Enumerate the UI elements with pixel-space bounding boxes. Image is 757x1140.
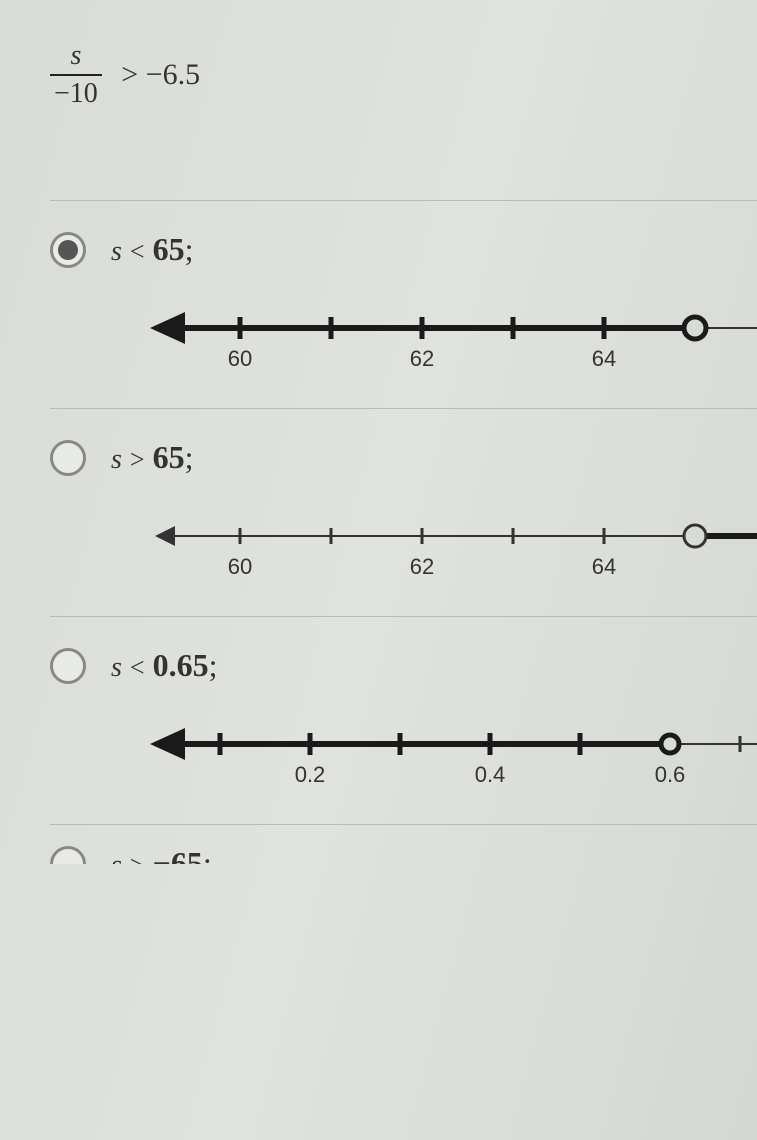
option-label: s > −65; [111,845,212,864]
number-line: 60626466 [140,516,757,586]
option-header: s < 65; [50,231,757,268]
inequality-rhs: > −6.5 [121,58,200,92]
option-header: s > −65; [50,845,757,864]
svg-text:0.4: 0.4 [475,762,506,787]
numerator: s [50,40,102,74]
option-label: s > 65; [111,439,193,476]
radio-button[interactable] [50,846,86,865]
radio-button[interactable] [50,648,86,684]
answer-option[interactable]: s < 65;60626466 [50,200,757,408]
question-inequality: s −10 > −6.5 [50,40,757,110]
number-line: 60626466 [140,308,757,378]
svg-text:0.2: 0.2 [295,762,326,787]
svg-text:60: 60 [228,554,252,579]
option-header: s > 65; [50,439,757,476]
svg-text:64: 64 [592,346,616,371]
svg-text:62: 62 [410,346,434,371]
svg-text:0.6: 0.6 [655,762,686,787]
radio-button[interactable] [50,232,86,268]
svg-text:62: 62 [410,554,434,579]
svg-text:60: 60 [228,346,252,371]
radio-button[interactable] [50,440,86,476]
number-line: 0.20.40.60 [140,724,757,794]
svg-text:64: 64 [592,554,616,579]
option-label: s < 0.65; [111,647,217,684]
answer-option[interactable]: s < 0.65;0.20.40.60 [50,616,757,824]
option-label: s < 65; [111,231,193,268]
denominator: −10 [50,74,102,110]
answer-option-partial[interactable]: s > −65; [50,824,757,864]
option-header: s < 0.65; [50,647,757,684]
fraction: s −10 [50,40,102,110]
answer-option[interactable]: s > 65;60626466 [50,408,757,616]
